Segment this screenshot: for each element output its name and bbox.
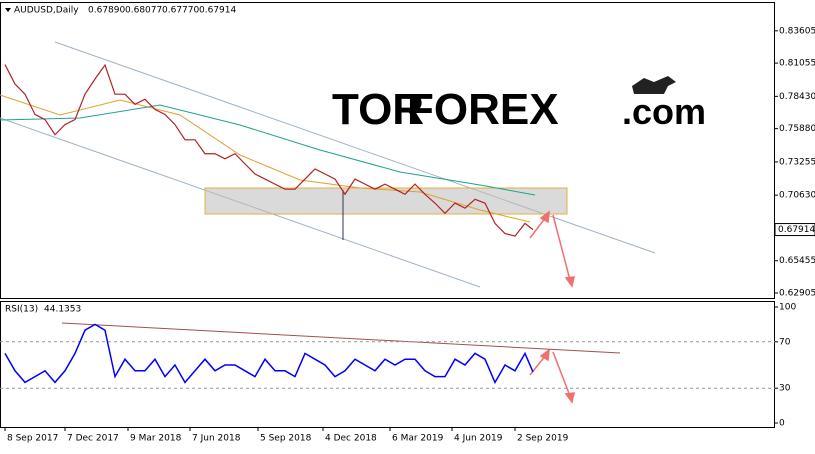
menu-icon: [5, 8, 11, 12]
ohlc-value: 0.67770: [162, 6, 199, 16]
y-tick-label: 0.81055: [779, 59, 815, 69]
series-line: [4, 323, 534, 385]
moving-average-slow: [0, 104, 536, 196]
x-tick-label: 7 Jun 2018: [192, 434, 241, 444]
y-tick-label: 0.78430: [779, 92, 815, 102]
y-tick-label: 30: [779, 384, 791, 394]
price-pane: [0, 2, 775, 299]
y-tick-label: 70: [779, 337, 791, 347]
ohlc-value: 0.67914: [199, 6, 236, 16]
bull-icon: [632, 76, 676, 94]
watermark-com: .com: [622, 91, 706, 132]
y-tick-label: 0.73255: [779, 157, 815, 167]
forecast-arrows: [529, 210, 575, 404]
ohlc-value: 0.67890: [88, 6, 125, 16]
x-tick-label: 8 Sep 2017: [7, 434, 58, 444]
y-tick-label: 0.75880: [779, 124, 815, 134]
x-tick-label: 7 Dec 2017: [67, 434, 119, 444]
channel-upper: [54, 41, 656, 254]
x-tick-label: 5 Sep 2018: [260, 434, 312, 444]
x-tick-label: 4 Jun 2019: [454, 434, 503, 444]
support-zone: [204, 187, 568, 215]
ohlc-value: 0.68077: [125, 6, 162, 16]
watermark-forex: FOREX: [407, 85, 559, 134]
symbol-title: AUDUSD,Daily: [14, 6, 79, 16]
y-tick-label: 0.62905: [779, 288, 815, 298]
y-tick-label: 100: [779, 302, 796, 312]
last-price-label: 0.67914: [778, 225, 815, 235]
series-line: [4, 63, 534, 237]
rsi-value: 44.1353: [44, 305, 81, 315]
last-price-box: [774, 223, 815, 237]
moving-average-fast: [0, 94, 531, 223]
x-tick-label: 4 Dec 2018: [325, 434, 377, 444]
y-tick-label: 0: [779, 419, 785, 429]
rsi-pane: [0, 301, 775, 428]
x-tick-label: 6 Mar 2019: [392, 434, 444, 444]
rsi-trendline: [61, 322, 621, 354]
y-tick-label: 0.65455: [779, 256, 815, 266]
y-tick-label: 0.83605: [779, 26, 815, 36]
rsi-title: RSI(13): [5, 305, 38, 315]
x-tick-label: 2 Sep 2019: [517, 434, 569, 444]
y-tick-label: 0.70630: [779, 191, 815, 201]
watermark-tor: TOR: [332, 85, 424, 134]
x-tick-label: 9 Mar 2018: [130, 434, 182, 444]
